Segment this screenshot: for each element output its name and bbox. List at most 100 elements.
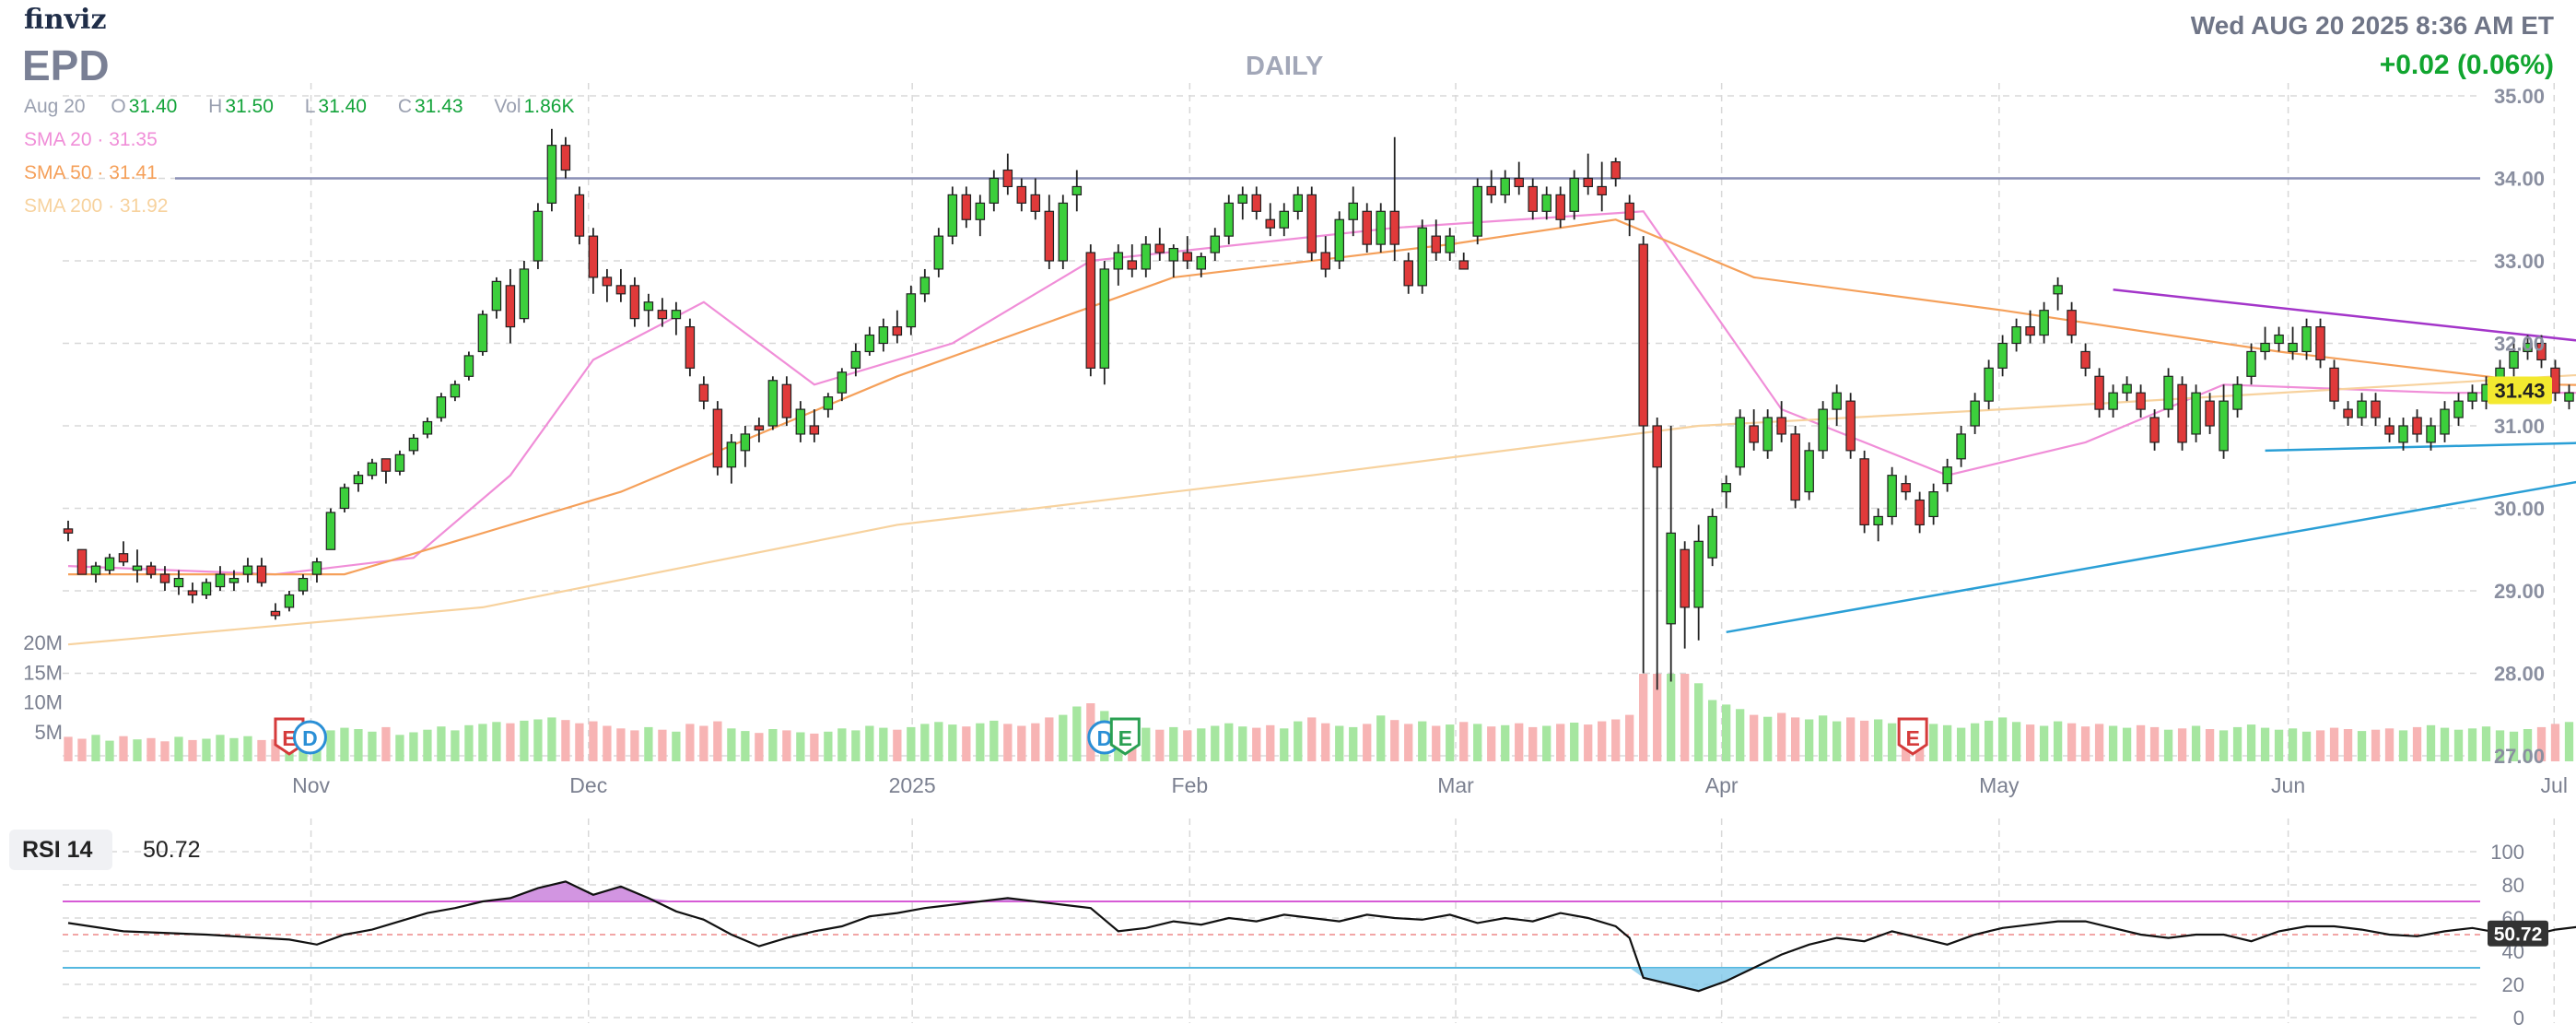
price-tick-label: 30.00 bbox=[2494, 498, 2545, 521]
candle-down bbox=[1514, 177, 1524, 188]
volume-bar bbox=[1280, 728, 1289, 761]
candle-down bbox=[574, 194, 585, 237]
candle-down bbox=[1127, 260, 1138, 270]
candle-up bbox=[1445, 235, 1455, 253]
rsi-tick-label: 100 bbox=[2490, 841, 2524, 864]
timeframe-label[interactable]: DAILY bbox=[1246, 52, 1324, 81]
candle-up bbox=[1113, 252, 1124, 270]
volume-bar bbox=[2274, 729, 2284, 761]
candles[interactable] bbox=[63, 128, 2576, 690]
sma20-legend[interactable]: SMA 20 · 31.35 bbox=[24, 129, 158, 150]
volume-bar bbox=[160, 741, 170, 761]
volume-bar bbox=[1501, 724, 1510, 761]
candle-up bbox=[1071, 185, 1083, 195]
candle-down bbox=[2025, 326, 2035, 336]
candle-up bbox=[643, 301, 654, 312]
candle-up bbox=[2301, 326, 2312, 353]
candle-up bbox=[837, 371, 848, 394]
volume-bar bbox=[1404, 724, 1413, 761]
volume-bar bbox=[451, 730, 460, 761]
candle-down bbox=[1638, 243, 1648, 427]
candle-up bbox=[1472, 185, 1482, 237]
volume-bar bbox=[893, 729, 902, 761]
candle-up bbox=[1141, 243, 1152, 270]
candle-down bbox=[1555, 194, 1565, 220]
event-marker-label: D bbox=[1096, 726, 1112, 750]
volume-label: Vol bbox=[494, 96, 521, 117]
time-tick-label: Jul bbox=[2541, 773, 2568, 797]
candle-up bbox=[132, 565, 143, 571]
candle-down bbox=[1486, 185, 1496, 195]
candle-down bbox=[1458, 260, 1469, 270]
volume-bar bbox=[1183, 730, 1192, 761]
sma200-legend[interactable]: SMA 200 · 31.92 bbox=[24, 195, 169, 217]
datetime: Wed AUG 20 2025 8:36 AM ET bbox=[2190, 11, 2554, 40]
candle-up bbox=[173, 577, 184, 588]
volume-bar bbox=[879, 727, 888, 761]
candle-up bbox=[1293, 194, 1304, 212]
logo[interactable]: finviz bbox=[24, 4, 107, 36]
rsi-tick-label: 0 bbox=[2513, 1007, 2524, 1030]
rsi-label-box bbox=[9, 830, 112, 870]
candle-down bbox=[1914, 499, 1925, 525]
volume-bar bbox=[77, 738, 87, 761]
volume-bar bbox=[962, 726, 971, 761]
volume-bar bbox=[2219, 730, 2229, 761]
candle-up bbox=[408, 437, 419, 452]
volume-bar bbox=[727, 728, 736, 761]
volume-bar bbox=[1017, 725, 1026, 761]
sma200-value: 31.92 bbox=[119, 195, 169, 217]
volume-bar bbox=[2453, 729, 2464, 761]
candle-up bbox=[367, 462, 378, 477]
candle-up bbox=[850, 350, 861, 369]
volume-bar bbox=[2288, 728, 2298, 761]
candle-down bbox=[1306, 194, 1317, 253]
volume-bar bbox=[1363, 724, 1372, 761]
volume-axis: 20M 15M 10M 5M bbox=[23, 631, 63, 744]
volume-bar bbox=[64, 736, 73, 761]
volume-bar bbox=[1722, 704, 1731, 761]
candle-up bbox=[90, 565, 101, 575]
candle-down bbox=[712, 408, 723, 468]
candle-down bbox=[588, 235, 599, 278]
candle-up bbox=[1058, 202, 1069, 262]
candle-up bbox=[1376, 210, 1386, 245]
earnings-marker bbox=[1109, 717, 1141, 756]
volume-bar bbox=[2495, 730, 2505, 761]
candle-up bbox=[353, 475, 364, 485]
candle-up bbox=[2122, 383, 2132, 394]
sma50-legend[interactable]: SMA 50 · 31.41 bbox=[24, 162, 158, 183]
volume-bar bbox=[1515, 723, 1524, 761]
candle-down bbox=[2550, 367, 2560, 394]
volume-bar bbox=[1736, 709, 1745, 761]
candle-down bbox=[63, 528, 74, 534]
candle-up bbox=[1500, 177, 1510, 195]
volume-bar bbox=[1335, 725, 1344, 761]
volume-bar bbox=[1376, 715, 1386, 761]
volume-bar bbox=[920, 724, 930, 761]
volume-bar bbox=[2232, 726, 2242, 761]
volume-bar bbox=[1777, 712, 1786, 761]
volume-bar bbox=[506, 723, 515, 761]
candle-down bbox=[1016, 185, 1027, 204]
candle-up bbox=[2053, 285, 2063, 295]
volume-bar bbox=[1694, 683, 1704, 761]
candle-up bbox=[1707, 515, 1717, 559]
volume-bar bbox=[354, 729, 363, 761]
candle-down bbox=[1251, 194, 1262, 212]
candle-up bbox=[2039, 310, 2049, 336]
volume-bar bbox=[976, 723, 985, 761]
candle-down bbox=[270, 610, 281, 617]
close-value: 31.43 bbox=[415, 96, 463, 117]
candle-up bbox=[1721, 483, 1731, 493]
event-markers[interactable]: EDDEEED bbox=[274, 717, 2576, 756]
price-tick-label: 35.00 bbox=[2494, 85, 2545, 108]
volume-bar bbox=[91, 735, 100, 761]
volume-bar bbox=[1059, 714, 1068, 761]
candle-up bbox=[906, 293, 917, 328]
volume-bar bbox=[1680, 674, 1690, 761]
candle-up bbox=[823, 396, 834, 410]
candle-down bbox=[76, 548, 88, 575]
